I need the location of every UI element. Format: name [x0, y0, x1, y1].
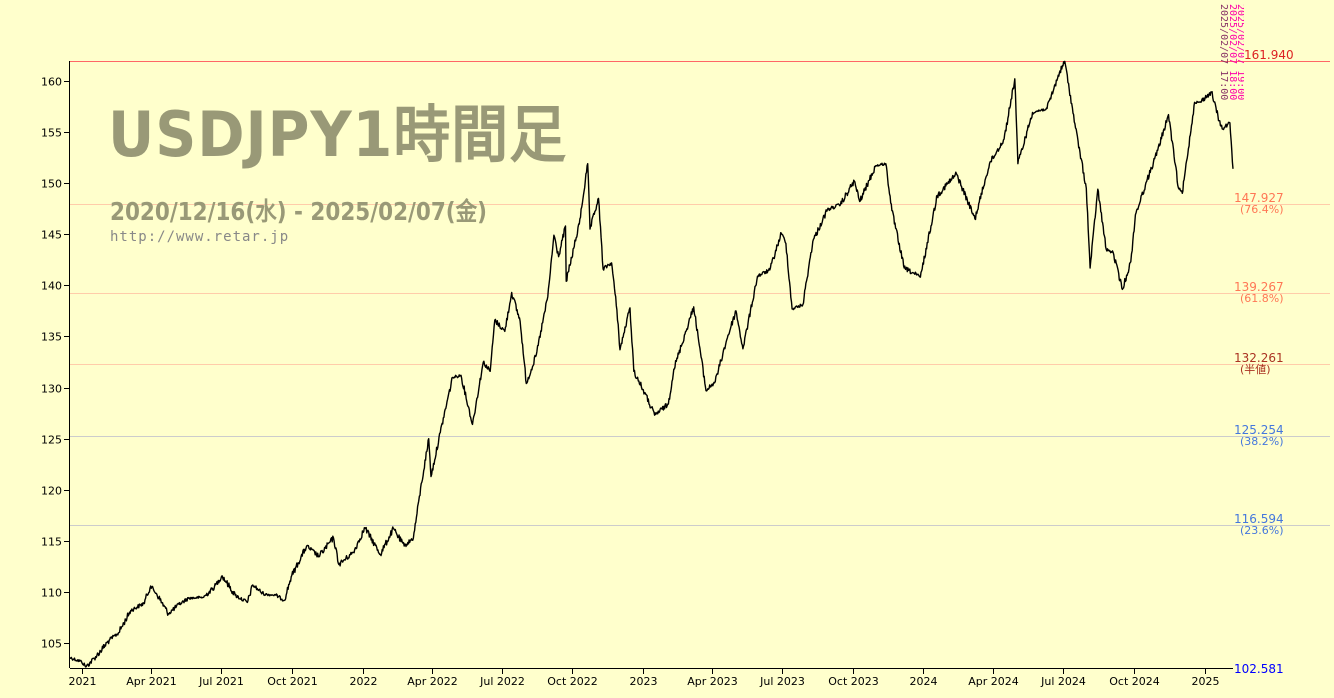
- fib-level-label: 161.940: [1244, 47, 1294, 62]
- x-tick-label: Apr 2024: [968, 675, 1019, 688]
- y-tick-label: 115: [41, 536, 62, 549]
- y-tick-label: 155: [41, 127, 62, 140]
- y-tick-label: 145: [41, 229, 62, 242]
- x-tick-label: Oct 2022: [547, 675, 598, 688]
- fib-level-label: 125.254: [1234, 422, 1284, 437]
- y-tick-label: 125: [41, 434, 62, 447]
- fib-level-percent: (23.6%): [1240, 523, 1284, 537]
- fib-level-label: 102.581: [1234, 661, 1284, 676]
- chart-date-range: 2020/12/16(水) - 2025/02/07(金): [110, 197, 487, 226]
- x-tick-label: 2023: [630, 675, 658, 688]
- fib-level-percent: (61.8%): [1240, 291, 1284, 305]
- fib-level-label: 116.594: [1234, 511, 1284, 526]
- fib-lines: [70, 61, 1330, 526]
- x-tick-label: Apr 2021: [126, 675, 177, 688]
- time-marker: 2025/02/07 19:00: [1235, 4, 1244, 101]
- x-tick-label: 2022: [350, 675, 378, 688]
- x-tick-label: Oct 2024: [1109, 675, 1160, 688]
- y-tick-label: 135: [41, 331, 62, 344]
- fib-level-percent: (38.2%): [1240, 434, 1284, 448]
- x-tick-label: 2024: [910, 675, 938, 688]
- x-tick-label: Oct 2023: [828, 675, 879, 688]
- y-tick-label: 120: [41, 485, 62, 498]
- y-tick-label: 130: [41, 383, 62, 396]
- fib-level-label: 147.927: [1234, 190, 1284, 205]
- x-axis: 2021 Apr 2021 Jul 2021 Oct 2021 2022 Apr 2022…: [69, 668, 1233, 688]
- fib-level-percent: (76.4%): [1240, 202, 1284, 216]
- price-line: [69, 60, 1234, 668]
- x-tick-label: Jul 2024: [1040, 675, 1086, 688]
- y-tick-label: 150: [41, 178, 62, 191]
- x-tick-label: Oct 2021: [267, 675, 318, 688]
- y-tick-label: 140: [41, 280, 62, 293]
- x-tick-label: 2021: [69, 675, 97, 688]
- chart-title: USDJPY1時間足: [108, 98, 568, 171]
- x-tick-label: Apr 2023: [687, 675, 738, 688]
- y-tick-label: 105: [41, 638, 62, 651]
- time-marker: 2025/02/07 18:00: [1227, 4, 1238, 101]
- y-tick-label: 110: [41, 587, 62, 600]
- x-tick-label: Jul 2021: [198, 675, 244, 688]
- y-axis: 105 110 115 120 125 130 135 140 145 150 155 160: [41, 61, 70, 668]
- time-marker: 2025/02/07 17:00: [1218, 4, 1229, 101]
- site-url: http://www.retar.jp: [110, 229, 290, 245]
- price-series: [69, 60, 1234, 668]
- x-tick-label: 2025: [1192, 675, 1220, 688]
- x-tick-label: Jul 2023: [759, 675, 805, 688]
- fib-level-label: 139.267: [1234, 279, 1284, 294]
- fib-level-label: 132.261: [1234, 350, 1284, 365]
- y-tick-label: 160: [41, 76, 62, 89]
- fib-level-percent: (半値): [1240, 362, 1271, 376]
- latest-time-markers: 2025/02/07 17:00 2025/02/07 18:00 2025/0…: [1218, 4, 1244, 154]
- x-tick-label: Jul 2022: [479, 675, 525, 688]
- x-tick-label: Apr 2022: [407, 675, 458, 688]
